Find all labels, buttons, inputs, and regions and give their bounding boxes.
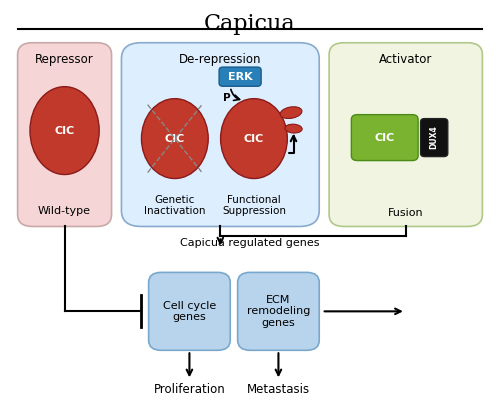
Text: ERK: ERK	[228, 72, 252, 82]
FancyBboxPatch shape	[219, 67, 261, 86]
Text: ECM
remodeling
genes: ECM remodeling genes	[246, 295, 310, 328]
Ellipse shape	[285, 124, 302, 133]
Text: CIC: CIC	[244, 134, 264, 144]
Text: Proliferation: Proliferation	[154, 383, 226, 396]
Text: Genetic
Inactivation: Genetic Inactivation	[144, 195, 206, 217]
Text: Wild-type: Wild-type	[38, 207, 91, 217]
Text: P: P	[223, 93, 230, 102]
Text: Capicua: Capicua	[204, 13, 296, 35]
Text: Activator: Activator	[379, 53, 432, 66]
FancyBboxPatch shape	[352, 115, 418, 160]
Ellipse shape	[142, 99, 208, 179]
Text: De-repression: De-repression	[179, 53, 262, 66]
Text: Repressor: Repressor	[35, 53, 94, 66]
Text: CIC: CIC	[164, 134, 185, 144]
Text: Cell cycle
genes: Cell cycle genes	[163, 301, 216, 322]
FancyBboxPatch shape	[238, 273, 319, 350]
FancyBboxPatch shape	[122, 43, 319, 226]
Text: Capicua regulated genes: Capicua regulated genes	[180, 239, 320, 248]
Ellipse shape	[220, 99, 288, 179]
Text: CIC: CIC	[54, 126, 74, 136]
Ellipse shape	[30, 87, 99, 175]
Text: DUX4: DUX4	[430, 126, 438, 149]
FancyBboxPatch shape	[329, 43, 482, 226]
Text: Functional
Suppression: Functional Suppression	[222, 195, 286, 217]
FancyBboxPatch shape	[148, 273, 230, 350]
FancyBboxPatch shape	[18, 43, 112, 226]
Text: Fusion: Fusion	[388, 208, 424, 217]
Text: CIC: CIC	[374, 132, 395, 143]
FancyBboxPatch shape	[420, 119, 448, 157]
Text: Metastasis: Metastasis	[247, 383, 310, 396]
Ellipse shape	[280, 107, 302, 119]
